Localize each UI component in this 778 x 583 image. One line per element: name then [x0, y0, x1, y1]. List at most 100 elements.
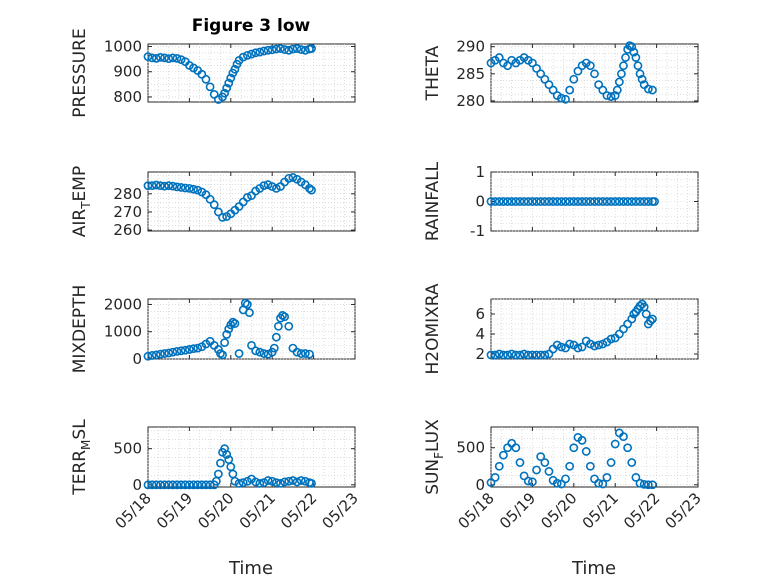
data-point [184, 183, 194, 193]
data-point [519, 349, 529, 359]
x-tick-label: 05/20 [194, 489, 237, 532]
data-point [172, 480, 182, 490]
data-point [284, 321, 294, 331]
y-axis-label: SUNFLUX [423, 419, 446, 495]
data-point [619, 197, 628, 206]
data-point [643, 197, 653, 206]
data-point [180, 345, 190, 355]
data-point [503, 197, 512, 206]
data-point [528, 197, 537, 206]
data-point [209, 200, 219, 210]
data-point [561, 94, 570, 104]
data-point [635, 197, 645, 206]
data-point [507, 197, 517, 206]
subplot-rainfall: -1 0 1 RAINFALL [423, 161, 699, 241]
data-point [230, 64, 240, 74]
data-point [292, 477, 302, 487]
data-point [627, 458, 637, 467]
data-point [536, 350, 546, 360]
data-point [230, 319, 240, 328]
data-point [544, 467, 554, 476]
x-tick-label: 05/22 [277, 489, 320, 532]
data-point [147, 181, 157, 191]
data-point [288, 44, 298, 54]
y-tick-label: 285 [456, 65, 485, 83]
data-point [641, 309, 651, 319]
data-point [650, 197, 659, 206]
data-point [288, 476, 298, 485]
data-point [643, 84, 653, 94]
data-point [220, 88, 229, 98]
data-point [494, 197, 504, 206]
data-point [259, 46, 269, 56]
data-point [164, 480, 174, 490]
subplot-h2omixra: 2 4 6 H2OMIXRA [423, 283, 699, 375]
y-tick-label: 4 [475, 325, 485, 343]
data-point [503, 350, 512, 360]
data-point [573, 66, 583, 76]
data-point [494, 53, 504, 62]
data-point [143, 351, 153, 361]
data-point [307, 185, 316, 195]
data-point [639, 197, 649, 206]
y-tick-label: 290 [456, 38, 485, 56]
data-point [536, 69, 546, 79]
data-point [263, 476, 273, 485]
data-point [255, 47, 265, 57]
data-point [151, 180, 161, 190]
data-point [164, 54, 174, 64]
data-point [494, 461, 504, 471]
data-point [184, 480, 194, 490]
data-point [598, 197, 608, 206]
data-point [168, 480, 178, 490]
data-point [540, 458, 550, 467]
data-point [160, 349, 169, 358]
data-point [617, 69, 626, 79]
data-point [284, 45, 294, 55]
data-point [172, 182, 182, 192]
data-point [499, 197, 508, 206]
data-point [284, 476, 294, 486]
data-point [276, 44, 285, 53]
y-tick-label: 500 [456, 439, 485, 457]
data-point [247, 340, 256, 350]
data-point [585, 61, 595, 71]
x-tick-label: 05/22 [620, 489, 663, 532]
data-point [193, 480, 203, 490]
data-point [180, 183, 190, 193]
data-point [234, 478, 244, 488]
data-point [143, 52, 153, 62]
data-point [645, 316, 655, 326]
data-point [540, 197, 550, 206]
data-point [151, 350, 161, 360]
data-point [532, 350, 541, 360]
data-point [548, 85, 558, 95]
data-point [511, 350, 521, 360]
data-point [490, 350, 500, 360]
data-point [569, 197, 579, 206]
data-point [255, 347, 265, 357]
data-point [648, 480, 657, 490]
data-point [156, 480, 165, 490]
data-point [606, 197, 616, 206]
y-tick-label: 1000 [104, 38, 142, 56]
data-point [280, 477, 290, 487]
data-point [263, 349, 273, 359]
data-point [561, 197, 570, 206]
y-tick-label: 280 [113, 185, 142, 203]
data-point [635, 301, 645, 311]
data-point [164, 348, 174, 358]
data-point [147, 351, 157, 360]
x-tick-label: 05/18 [455, 489, 498, 532]
y-tick-label: 270 [113, 203, 142, 221]
data-point [189, 344, 198, 354]
data-point [238, 52, 248, 62]
data-point [598, 339, 608, 349]
data-point [238, 478, 248, 488]
data-point [532, 63, 541, 73]
data-point [556, 342, 566, 352]
data-point [172, 346, 182, 356]
data-point [251, 346, 261, 356]
data-point [189, 184, 198, 194]
data-point [201, 74, 211, 84]
